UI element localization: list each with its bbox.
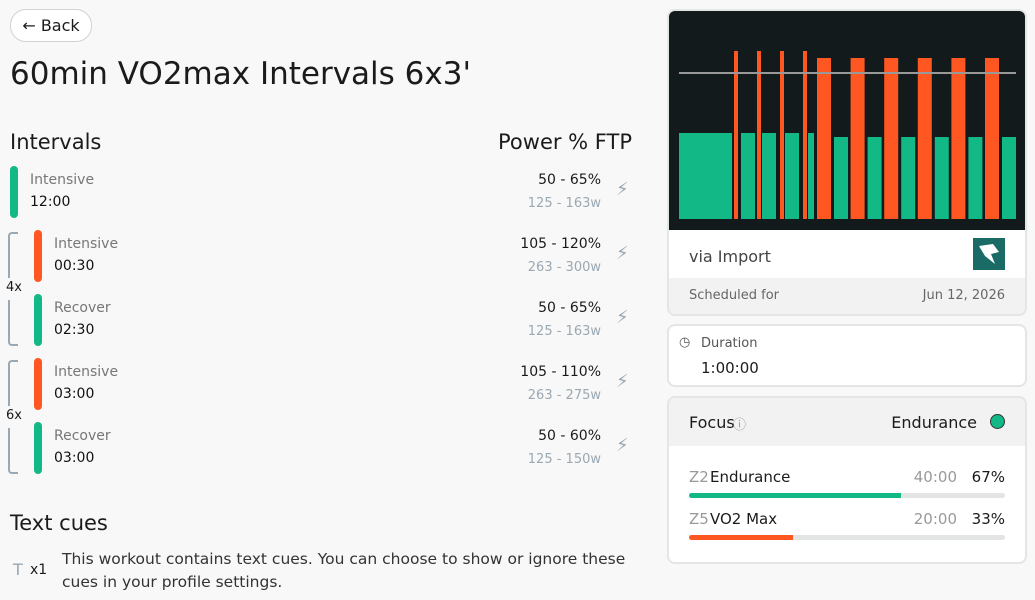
source: via Import [689, 247, 771, 266]
repeat-count: 6x [6, 408, 22, 423]
zone-code: Z5 [689, 510, 709, 528]
power-icon[interactable]: ⚡︎ [616, 435, 629, 456]
zone-share-bar [689, 535, 794, 540]
graph-segment [817, 58, 831, 219]
graph-segment [734, 51, 738, 219]
intervals-heading: Intervals [10, 130, 102, 154]
graph-segment [917, 58, 932, 219]
scheduled-date: Jun 12, 2026 [922, 288, 1005, 303]
repeat-count: 4x [6, 280, 22, 295]
graph-segment [951, 58, 966, 219]
focus-label: Focus [689, 413, 735, 432]
ftp-range: 50 - 60% [538, 428, 601, 444]
back-button[interactable]: ← Back [10, 9, 92, 42]
watt-range: 263 - 300w [527, 260, 601, 275]
watt-range: 125 - 163w [527, 196, 601, 211]
zone-time: 20:00 [913, 510, 957, 528]
cue-count: x1 [30, 562, 48, 578]
ftp-range: 50 - 65% [538, 300, 601, 316]
graph-segment [884, 58, 899, 219]
zone-share: 67% [971, 468, 1005, 486]
zone-bar [34, 358, 42, 410]
cue-text: This workout contains text cues. You can… [62, 550, 626, 591]
interval-label: Intensive [30, 172, 95, 188]
focus-header: Focus ⓘ Endurance [669, 398, 1025, 446]
source-logo [973, 238, 1005, 270]
zone-track [689, 493, 1005, 498]
back-label[interactable]: Back [40, 16, 80, 35]
zone-name: VO2 Max [710, 510, 778, 528]
graph-segment [834, 137, 848, 219]
graph-segment [762, 133, 776, 219]
interval-duration: 02:30 [54, 322, 95, 338]
graph-segment [934, 137, 949, 219]
interval-duration: 12:00 [30, 194, 71, 210]
cue-icon: T [13, 560, 23, 579]
ftp-range: 50 - 65% [538, 172, 601, 188]
zone-time: 40:00 [913, 468, 957, 486]
schedule-strip: Scheduled for Jun 12, 2026 [669, 278, 1025, 314]
text-cues-heading: Text cues [10, 511, 108, 535]
duration-card: ◷ Duration 1:00:00 [667, 324, 1027, 387]
repeat-bracket [8, 428, 18, 474]
interval-duration: 03:00 [54, 450, 95, 466]
interval-label: Recover [54, 300, 111, 316]
interval-duration: 03:00 [54, 386, 95, 402]
watt-range: 263 - 275w [527, 388, 601, 403]
graph-segment [867, 137, 882, 219]
graph-segment [741, 133, 755, 219]
duration-label: Duration [701, 336, 758, 351]
zone-share: 33% [971, 510, 1005, 528]
interval-duration: 00:30 [54, 258, 95, 274]
zone-track [689, 535, 1005, 540]
duration-icon: ◷ [679, 335, 691, 350]
graph-segment [757, 51, 761, 219]
graph-segment [679, 133, 732, 219]
power-icon[interactable]: ⚡︎ [616, 307, 629, 328]
repeat-bracket [8, 232, 18, 278]
graph-segment [808, 133, 814, 219]
zone-share-bar [689, 493, 901, 498]
graph-segment [780, 51, 784, 219]
graph-segment [1002, 137, 1016, 219]
focus-card: Focus ⓘ Endurance Z2 Endurance 40:00 67% Z5 V… [667, 396, 1027, 564]
duration-value: 1:00:00 [701, 359, 759, 377]
workout-card[interactable]: via Import Scheduled for Jun 12, 2026 [667, 9, 1027, 316]
repeat-bracket [8, 360, 18, 406]
zone-bar [34, 230, 42, 282]
graph-segment [850, 58, 865, 219]
power-icon[interactable]: ⚡︎ [616, 179, 629, 200]
info-icon[interactable]: ⓘ [733, 418, 747, 433]
zone-name: Endurance [710, 468, 791, 486]
scheduled-label: Scheduled for [689, 288, 779, 303]
power-icon[interactable]: ⚡︎ [616, 371, 629, 392]
zone-code: Z2 [689, 468, 709, 486]
watt-range: 125 - 150w [527, 452, 601, 467]
ftp-range: 105 - 120% [520, 236, 601, 252]
power-icon[interactable]: ⚡︎ [616, 243, 629, 264]
power-heading: Power % FTP [498, 130, 632, 154]
focus-type: Endurance [891, 413, 977, 432]
zone-bar [34, 422, 42, 474]
workout-graph [669, 11, 1025, 230]
graph-segment [968, 137, 983, 219]
graph-segment [785, 133, 799, 219]
graph-segment [803, 51, 807, 219]
zone-bar [34, 294, 42, 346]
watt-range: 125 - 163w [527, 324, 601, 339]
interval-label: Intensive [54, 236, 119, 252]
ftp-range: 105 - 110% [520, 364, 601, 380]
graph-segment [901, 137, 916, 219]
page-title: 60min VO2max Intervals 6x3' [10, 56, 471, 92]
repeat-bracket [8, 300, 18, 346]
graph-segment [985, 58, 999, 219]
interval-label: Intensive [54, 364, 119, 380]
interval-label: Recover [54, 428, 111, 444]
zone-bar [10, 166, 18, 218]
focus-dot [990, 414, 1005, 429]
